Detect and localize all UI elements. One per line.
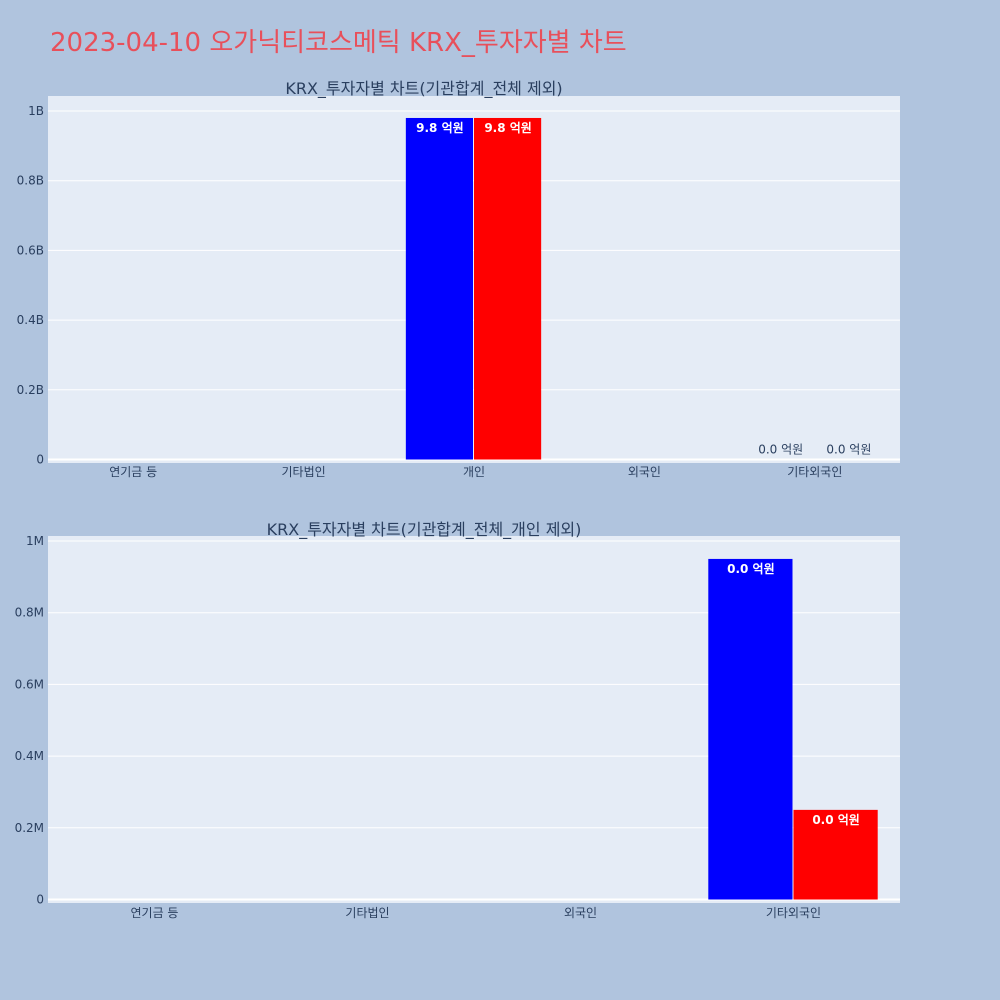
x-tick-label: 기타법인 — [282, 465, 326, 479]
x-tick-label: 기타외국인 — [787, 465, 842, 479]
y-tick-label: 0.8B — [17, 174, 44, 188]
x-tick-label: 외국인 — [564, 906, 597, 920]
y-tick-label: 0 — [36, 453, 44, 467]
chart-subtitle: KRX_투자자별 차트(기관합계_전체 제외) — [285, 79, 562, 99]
x-tick-label: 기타외국인 — [766, 906, 821, 920]
bar-value-label: 0.0 억원 — [826, 443, 871, 457]
page-title: 2023-04-10 오가닉티코스메틱 KRX_투자자별 차트 — [50, 28, 627, 58]
x-tick-label: 외국인 — [628, 465, 661, 479]
y-tick-label: 0.8M — [15, 606, 44, 620]
y-tick-label: 0.4M — [15, 749, 44, 763]
x-tick-label: 연기금 등 — [131, 906, 179, 920]
investor-chart-1: 0 0.2B 0.4B 0.6B 0.8B 1B KRX_투자자별 차트(기관합계_전체 제… — [17, 79, 900, 479]
y-tick-label: 0.2B — [17, 383, 44, 397]
bar-value-label: 0.0 억원 — [727, 562, 775, 576]
x-tick-label: 기타법인 — [345, 906, 389, 920]
x-tick-label: 개인 — [463, 465, 485, 479]
bar-value-label: 0.0 억원 — [812, 813, 860, 827]
bar-value-label: 9.8 억원 — [484, 121, 532, 135]
investor-chart-2: 0 0.2M 0.4M 0.6M 0.8M 1M KRX_투자자별 차트(기관합계_전체_개… — [15, 520, 900, 920]
bar-value-label: 9.8 억원 — [416, 121, 464, 135]
y-tick-label: 1B — [28, 104, 44, 118]
y-tick-label: 0.2M — [15, 821, 44, 835]
bar-value-label: 0.0 억원 — [758, 443, 803, 457]
y-tick-label: 0 — [36, 893, 44, 907]
y-tick-label: 1M — [26, 534, 44, 548]
bar — [474, 117, 542, 460]
y-tick-label: 0.6M — [15, 677, 44, 691]
bar — [405, 117, 473, 460]
bar — [708, 558, 793, 900]
y-tick-label: 0.6B — [17, 243, 44, 257]
x-tick-label: 연기금 등 — [109, 465, 157, 479]
bar — [793, 809, 878, 900]
y-tick-label: 0.4B — [17, 313, 44, 327]
chart-subtitle: KRX_투자자별 차트(기관합계_전체_개인 제외) — [267, 520, 582, 540]
